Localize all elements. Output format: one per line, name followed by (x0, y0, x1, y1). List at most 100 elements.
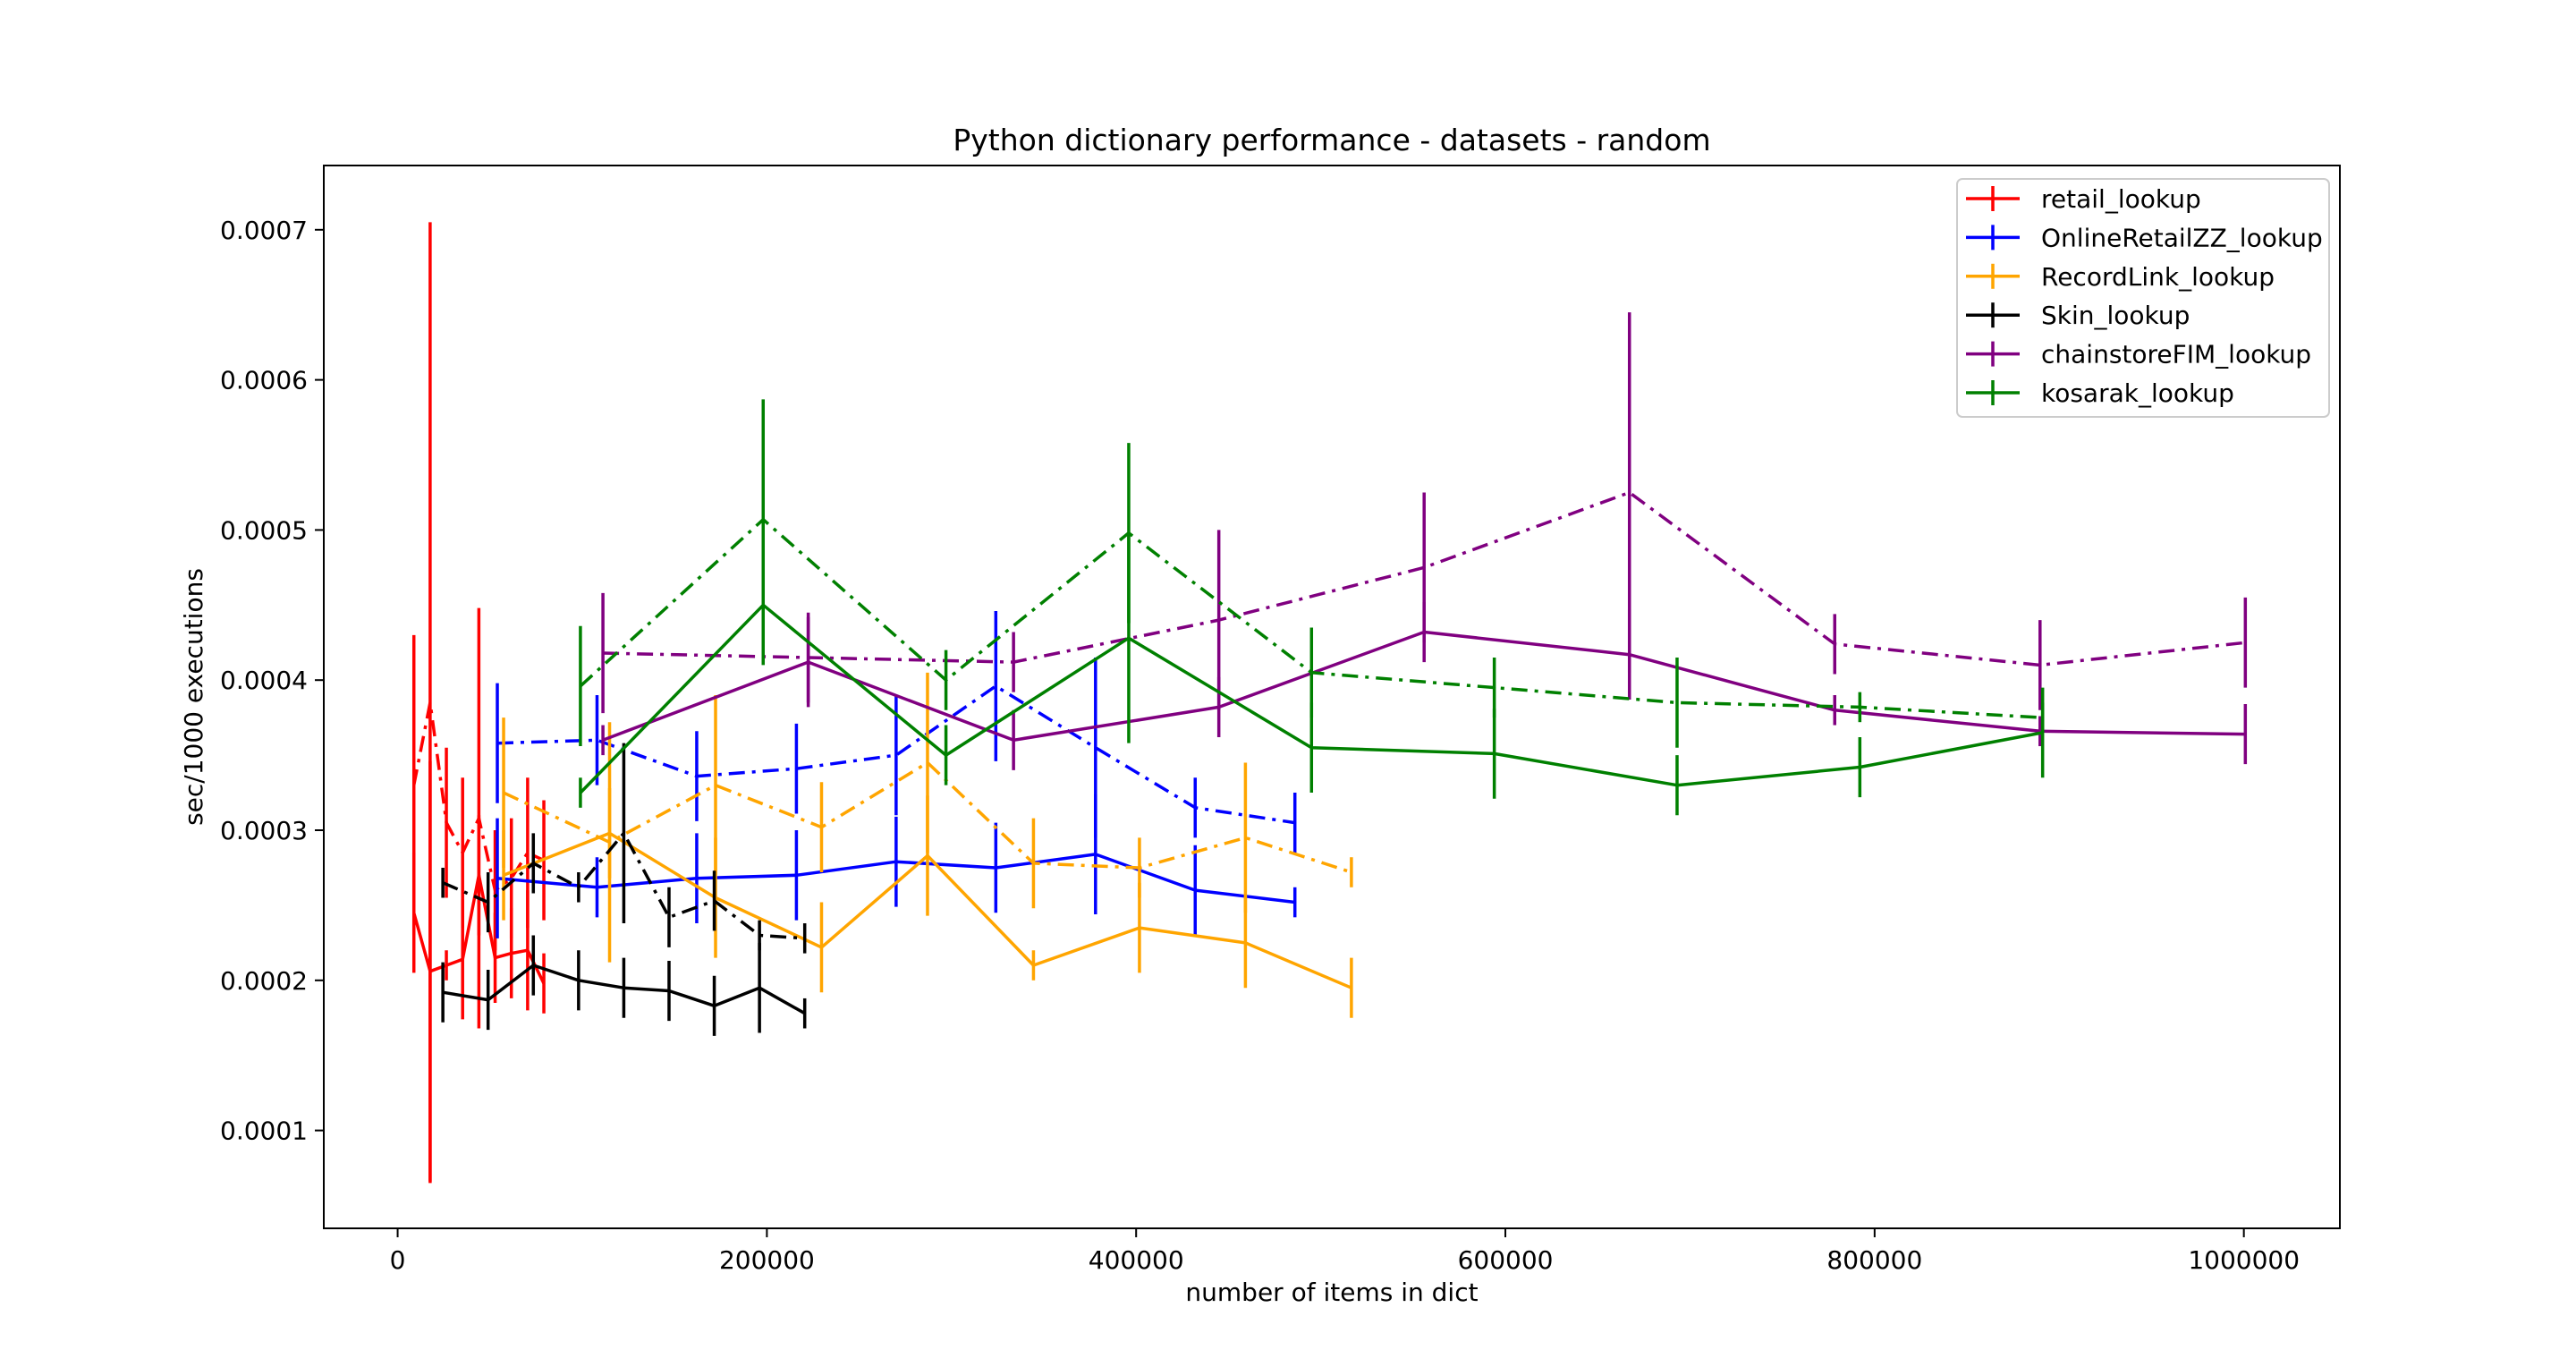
data-point (667, 915, 671, 919)
data-point (794, 767, 798, 770)
legend-item: kosarak_lookup (1966, 378, 2234, 408)
legend-label: chainstoreFIM_lookup (2041, 340, 2311, 369)
data-point (496, 742, 499, 745)
data-point (441, 881, 445, 885)
data-point (1243, 836, 1247, 839)
y-tick-label: 0.0003 (220, 816, 308, 845)
data-point (428, 700, 432, 704)
y-tick-label: 0.0006 (220, 366, 308, 395)
data-point (1138, 926, 1141, 930)
legend-label: RecordLink_lookup (2041, 262, 2275, 292)
data-point (2041, 716, 2045, 719)
data-point (445, 821, 448, 825)
data-point (496, 877, 499, 880)
x-tick-label: 600000 (1458, 1245, 1554, 1275)
data-point (2038, 663, 2042, 667)
y-tick-label: 0.0001 (220, 1117, 308, 1146)
data-point (510, 952, 513, 955)
data-point (622, 831, 625, 835)
data-point (894, 753, 898, 757)
legend-item: retail_lookup (1966, 184, 2201, 214)
data-point (803, 937, 807, 940)
data-point (994, 866, 997, 870)
x-axis-title: number of items in dict (1185, 1278, 1478, 1307)
data-point (494, 956, 497, 960)
data-point (894, 860, 898, 863)
data-point (713, 899, 716, 903)
data-point (1675, 784, 1679, 787)
data-point (1012, 660, 1015, 664)
data-point (1350, 986, 1353, 989)
x-tick-label: 400000 (1089, 1245, 1184, 1275)
data-point (1138, 866, 1141, 870)
data-point (1833, 709, 1836, 712)
legend-box (1956, 178, 2330, 418)
data-point (994, 684, 997, 688)
data-point (945, 753, 948, 757)
series-Skin_lookup-dashdot (441, 743, 807, 954)
data-point (526, 851, 530, 854)
series-retail_lookup-dashdot (411, 222, 546, 1184)
y-axis-title: sec/1000 executions (179, 568, 208, 826)
data-point (1012, 738, 1015, 742)
y-axis: 0.0001 0.0002 0.0003 0.0004 0.0005 0.0006 0.00… (220, 216, 324, 1146)
data-point (461, 851, 464, 854)
legend-label: Skin_lookup (2041, 301, 2190, 330)
data-point (1493, 686, 1496, 690)
y-tick-label: 0.0005 (220, 515, 308, 545)
data-point (502, 873, 505, 877)
data-point (758, 933, 761, 937)
data-point (1675, 700, 1679, 704)
data-point (695, 877, 699, 880)
data-point (758, 986, 761, 989)
legend-label: retail_lookup (2041, 184, 2201, 214)
data-point (477, 817, 480, 820)
data-point (1127, 531, 1131, 535)
legend-label: OnlineRetailZZ_lookup (2041, 223, 2323, 252)
data-point (487, 998, 490, 1002)
legend-item: OnlineRetailZZ_lookup (1966, 223, 2323, 252)
data-point (1350, 870, 1353, 874)
data-point (1243, 941, 1247, 945)
data-point (445, 964, 448, 967)
legend-label: kosarak_lookup (2041, 378, 2234, 408)
data-point (761, 518, 765, 522)
y-tick-label: 0.0002 (220, 966, 308, 996)
series-Skin_lookup-solid (441, 935, 807, 1036)
data-point (926, 854, 929, 858)
data-point (441, 990, 445, 994)
data-point (2243, 733, 2247, 736)
data-point (1031, 862, 1035, 865)
data-point (577, 979, 580, 982)
chart-title: Python dictionary performance - datasets… (953, 123, 1710, 157)
data-point (1293, 821, 1297, 825)
data-point (2243, 641, 2247, 644)
data-point (531, 964, 535, 967)
data-point (1833, 642, 1836, 646)
data-point (807, 656, 810, 659)
data-point (579, 684, 582, 688)
data-point (695, 775, 699, 778)
data-point (714, 784, 717, 787)
x-tick-label: 1000000 (2188, 1245, 2300, 1275)
data-point (1493, 751, 1496, 755)
x-tick-label: 0 (390, 1245, 406, 1275)
data-point (1094, 746, 1097, 750)
x-tick-label: 200000 (719, 1245, 815, 1275)
data-point (579, 791, 582, 794)
x-tick-label: 800000 (1826, 1245, 1922, 1275)
data-point (1193, 806, 1197, 810)
data-point (794, 873, 798, 877)
data-point (601, 738, 605, 742)
data-point (1094, 853, 1097, 856)
data-point (1193, 888, 1197, 892)
data-point (803, 1012, 807, 1015)
y-tick-label: 0.0004 (220, 666, 308, 695)
data-point (502, 791, 505, 794)
data-point (1127, 636, 1131, 640)
data-point (667, 989, 671, 993)
data-point (412, 784, 416, 787)
data-point (526, 948, 530, 952)
data-point (595, 886, 598, 889)
y-tick-label: 0.0007 (220, 216, 308, 245)
